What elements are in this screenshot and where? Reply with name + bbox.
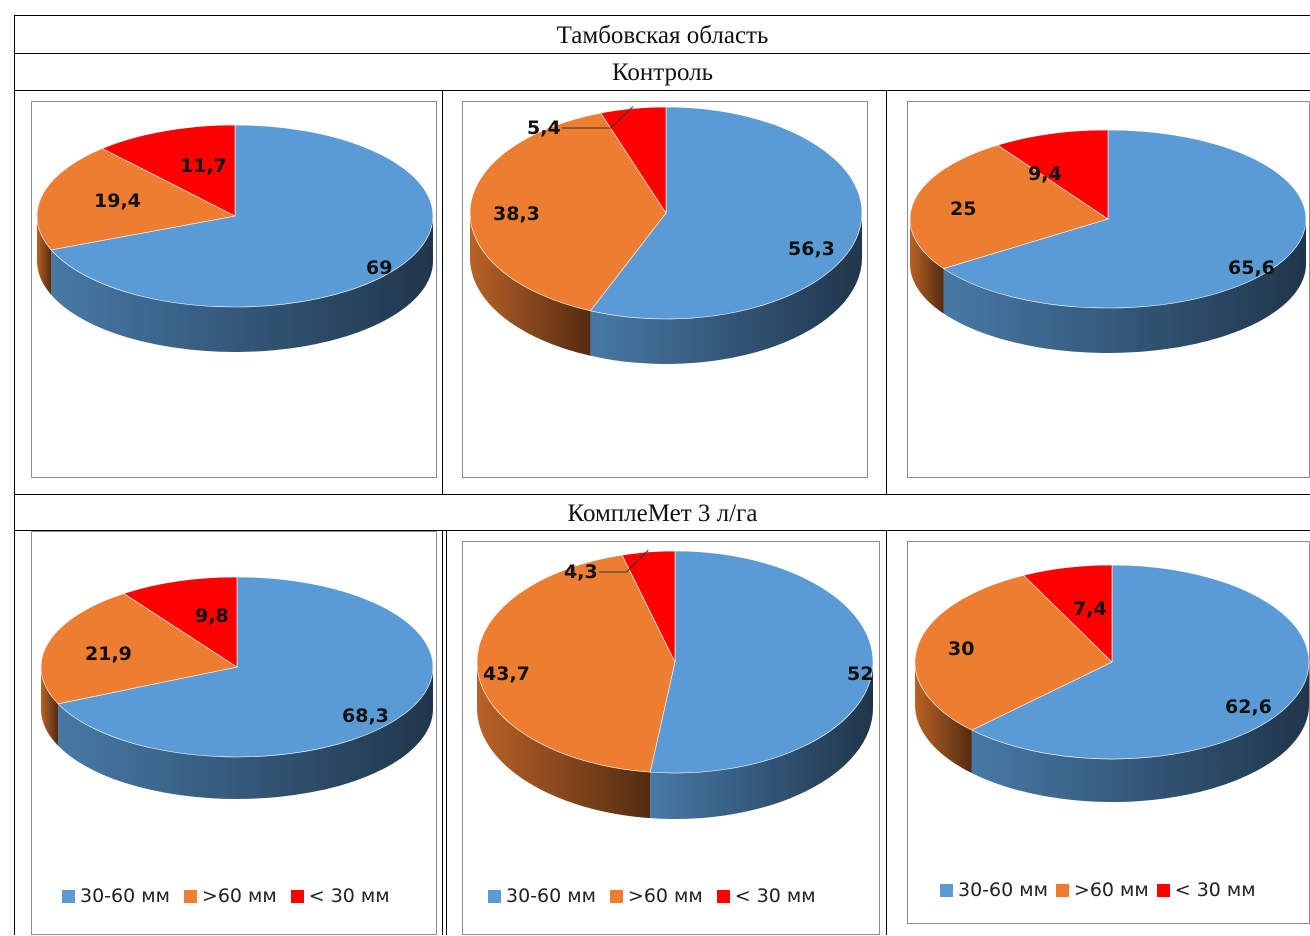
- legend-label: < 30 мм: [734, 885, 816, 907]
- legend-swatch-a: [940, 883, 953, 897]
- group-title-treatment: КомплеМет 3 л/га: [14, 494, 1310, 531]
- pie-svg: 62,6 30 7,4: [914, 564, 1310, 802]
- group-title-control: Контроль: [14, 53, 1310, 91]
- pie-slice: [469, 112, 667, 312]
- data-label: 19,4: [94, 190, 141, 212]
- data-label: 5,4: [527, 117, 561, 139]
- pie-slice-side: [650, 662, 873, 819]
- pie-svg: 69 19,4 11,7: [36, 124, 434, 352]
- pie-slice: [101, 124, 236, 217]
- legend-swatch-c: [716, 889, 730, 903]
- legend-label: >60 мм: [1073, 879, 1149, 901]
- table-divider-2: [886, 91, 887, 494]
- legend-swatch-c: [1156, 883, 1170, 897]
- pie-slice: [589, 106, 863, 320]
- pie-slice: [997, 129, 1109, 220]
- pie-slice: [971, 564, 1310, 760]
- label-leader-line: [562, 106, 634, 129]
- legend-label: 30-60 мм: [80, 885, 170, 907]
- pie-slice: [40, 593, 238, 705]
- label-leader-line: [599, 549, 649, 573]
- pie-slice: [1023, 564, 1113, 663]
- table-divider-1: [442, 91, 443, 494]
- legend-label: < 30 мм: [308, 885, 390, 907]
- pie-slice: [36, 148, 236, 251]
- legend-label: 30-60 мм: [958, 879, 1048, 901]
- pie-slice: [476, 554, 676, 773]
- table-divider-5: [886, 531, 887, 935]
- pie-chart-control-1: 69 19,4 11,7: [31, 101, 437, 478]
- pie-slice-side: [590, 213, 862, 364]
- data-label: 9,8: [195, 605, 229, 627]
- pie-slice-side: [41, 667, 59, 746]
- legend-swatch-a: [62, 889, 75, 903]
- data-label: 43,7: [483, 663, 530, 685]
- data-label: 11,7: [180, 155, 227, 177]
- pie-chart-treatment-2: 52 43,7 4,3: [462, 541, 880, 935]
- pie-svg: 56,3 38,3 5,4: [469, 106, 863, 364]
- data-label: 7,4: [1073, 598, 1107, 620]
- legend-label: < 30 мм: [1174, 879, 1256, 901]
- pie-svg: 65,6 25 9,4: [909, 129, 1307, 354]
- pie-slice: [123, 576, 238, 668]
- region-title: Тамбовская область: [14, 15, 1310, 54]
- legend-swatch-b: [609, 889, 623, 903]
- data-label: 56,3: [788, 238, 835, 260]
- data-label: 25: [950, 198, 976, 220]
- pie-slice-side: [910, 219, 944, 314]
- table-divider-4: [446, 531, 447, 935]
- data-label: 38,3: [493, 203, 540, 225]
- pie-svg: 52 43,7 4,3: [476, 549, 874, 819]
- pie-slice-side: [915, 662, 972, 774]
- data-label: 4,3: [564, 561, 598, 583]
- pie-slice-side: [477, 662, 651, 819]
- table-divider-3: [442, 531, 443, 935]
- pie-slice: [909, 144, 1109, 269]
- pie-slice: [621, 550, 676, 663]
- data-label: 69: [366, 257, 392, 279]
- pie-slice-side: [51, 216, 433, 352]
- data-label: 30: [948, 638, 974, 660]
- data-label: 62,6: [1225, 696, 1272, 718]
- pie-chart-treatment-3: 62,6 30 7,4: [907, 541, 1310, 924]
- data-label: 65,6: [1228, 257, 1275, 279]
- pie-chart-control-3: 65,6 25 9,4: [907, 101, 1310, 478]
- chart-legend: 30-60 мм >60 мм < 30 мм: [62, 885, 404, 907]
- pie-svg: 68,3 21,9 9,8: [40, 576, 434, 799]
- legend-label: >60 мм: [201, 885, 277, 907]
- pie-slice: [600, 106, 667, 215]
- data-label: 52: [847, 663, 873, 685]
- legend-label: >60 мм: [627, 885, 703, 907]
- table-border-left: [14, 15, 15, 935]
- legend-swatch-b: [183, 889, 197, 903]
- pie-slice: [942, 129, 1307, 309]
- legend-swatch-b: [1055, 883, 1069, 897]
- pie-slice: [57, 576, 434, 758]
- data-label: 68,3: [342, 705, 389, 727]
- pie-chart-control-2: 56,3 38,3 5,4: [462, 101, 868, 478]
- pie-chart-treatment-1: 68,3 21,9 9,8: [31, 531, 437, 935]
- chart-legend: 30-60 мм >60 мм < 30 мм: [488, 885, 830, 907]
- pie-slice-side: [470, 213, 591, 356]
- chart-legend: 30-60 мм >60 мм < 30 мм: [940, 879, 1256, 901]
- pie-slice-side: [37, 216, 52, 295]
- legend-swatch-a: [488, 889, 501, 903]
- pie-slice-side: [971, 662, 1309, 802]
- pie-slice-side: [943, 219, 1306, 354]
- data-label: 9,4: [1028, 163, 1062, 185]
- legend-label: 30-60 мм: [506, 885, 596, 907]
- pie-slice: [50, 124, 434, 308]
- legend-swatch-c: [290, 889, 304, 903]
- data-label: 21,9: [85, 643, 132, 665]
- pie-slice-side: [58, 667, 433, 799]
- pie-slice: [649, 550, 874, 774]
